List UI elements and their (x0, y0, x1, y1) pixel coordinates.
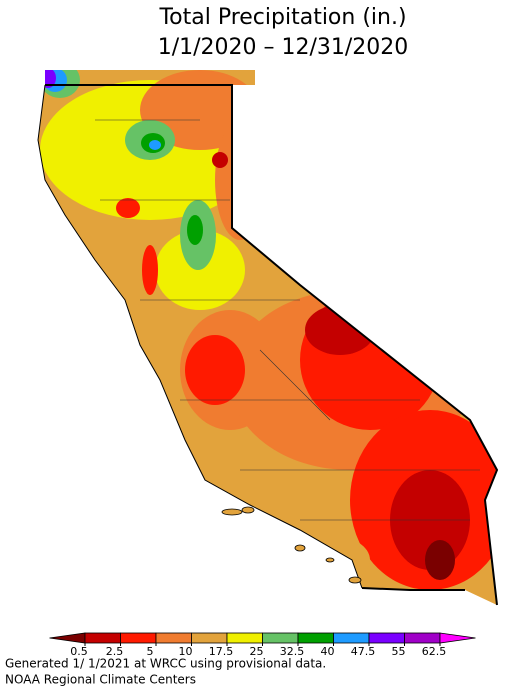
colorbar-extend-low (49, 632, 86, 644)
title-line: 1/1/2020 – 12/31/2020 (158, 35, 409, 60)
colorbar-segment (297, 632, 334, 644)
islands (221, 506, 362, 584)
colorbar-tick-label: 25 (250, 645, 264, 658)
colorbar-tick-label: 0.5 (70, 645, 88, 658)
county-lines (95, 119, 480, 521)
colorbar-tick-label: 5 (147, 645, 154, 658)
title-line: Total Precipitation (in.) (158, 5, 406, 30)
coastline (37, 84, 363, 589)
colorbar-segment (191, 632, 228, 644)
colorbar-tick-label: 40 (321, 645, 335, 658)
precip-map (38, 70, 497, 605)
state-border (45, 84, 499, 606)
colorbar-segment (84, 632, 121, 644)
colorbar-extend-high (439, 632, 476, 644)
colorbar: 0.5 2.5 5 10 17.5 25 32.5 40 47.5 55 62.5 (49, 632, 476, 658)
colorbar-segment (404, 632, 441, 644)
footer-line: Generated 1/ 1/2021 at WRCC using provis… (5, 657, 326, 671)
colorbar-segment (368, 632, 405, 644)
colorbar-tick-label: 17.5 (209, 645, 234, 658)
colorbar-tick-label: 10 (179, 645, 193, 658)
footer-line: NOAA Regional Climate Centers (5, 673, 196, 687)
colorbar-segment (120, 632, 157, 644)
colorbar-segment (155, 632, 192, 644)
colorbar-tick-label: 55 (392, 645, 406, 658)
colorbar-tick-label: 2.5 (106, 645, 124, 658)
colorbar-tick-label: 62.5 (422, 645, 447, 658)
colorbar-segment (262, 632, 299, 644)
colorbar-segment (226, 632, 263, 644)
colorbar-tick-label: 32.5 (280, 645, 305, 658)
colorbar-segment (333, 632, 370, 644)
colorbar-tick-label: 47.5 (351, 645, 376, 658)
